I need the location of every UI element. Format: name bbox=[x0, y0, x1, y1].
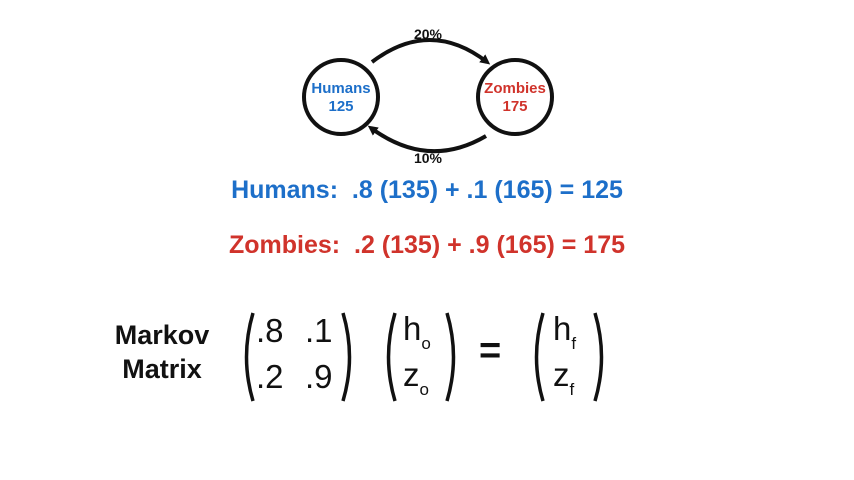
matrix-right-paren bbox=[341, 312, 352, 402]
matrix-cell-r2c1: .2 bbox=[256, 358, 284, 395]
initial-vector-z: zo bbox=[403, 356, 429, 399]
matrix-left-paren bbox=[244, 312, 255, 402]
humans-equation: Humans: .8 (135) + .1 (165) = 125 bbox=[231, 176, 623, 204]
markov-label-line2: Matrix bbox=[122, 354, 202, 384]
final-z-symbol: z bbox=[553, 356, 570, 393]
node-zombies bbox=[476, 58, 554, 136]
final-vector-h: hf bbox=[553, 310, 576, 353]
node-zombies-label: Zombies bbox=[484, 80, 546, 97]
initial-vector-right-paren bbox=[445, 312, 456, 402]
initial-vector-h: ho bbox=[403, 310, 431, 353]
final-h-symbol: h bbox=[553, 310, 572, 347]
markov-matrix-label: Markov Matrix bbox=[106, 318, 218, 386]
matrix-cell-r2c2: .9 bbox=[305, 358, 333, 395]
initial-z-subscript: o bbox=[419, 380, 429, 399]
initial-h-subscript: o bbox=[421, 334, 431, 353]
final-h-subscript: f bbox=[571, 334, 577, 353]
final-vector-right-paren bbox=[593, 312, 604, 402]
zombies-equation: Zombies: .2 (135) + .9 (165) = 175 bbox=[228, 231, 626, 259]
edge-label-humans-to-zombies: 20% bbox=[414, 26, 443, 42]
final-vector-z: zf bbox=[553, 356, 574, 399]
matrix-cell-r1c2: .1 bbox=[305, 312, 333, 349]
node-humans-value: 125 bbox=[328, 98, 353, 115]
final-vector-left-paren bbox=[534, 312, 545, 402]
node-zombies-value: 175 bbox=[502, 98, 527, 115]
node-humans-label: Humans bbox=[311, 80, 370, 97]
edge-humans-to-zombies bbox=[370, 38, 491, 65]
initial-h-symbol: h bbox=[403, 310, 422, 347]
markov-label-line1: Markov bbox=[114, 320, 210, 350]
node-humans bbox=[302, 58, 380, 136]
edge-label-zombies-to-humans: 10% bbox=[414, 150, 443, 166]
matrix-cell-r1c1: .8 bbox=[256, 312, 284, 349]
initial-z-symbol: z bbox=[403, 356, 420, 393]
final-z-subscript: f bbox=[569, 380, 575, 399]
initial-vector-left-paren bbox=[386, 312, 397, 402]
edge-zombies-to-humans bbox=[367, 125, 488, 154]
equals-sign: = bbox=[479, 330, 502, 372]
